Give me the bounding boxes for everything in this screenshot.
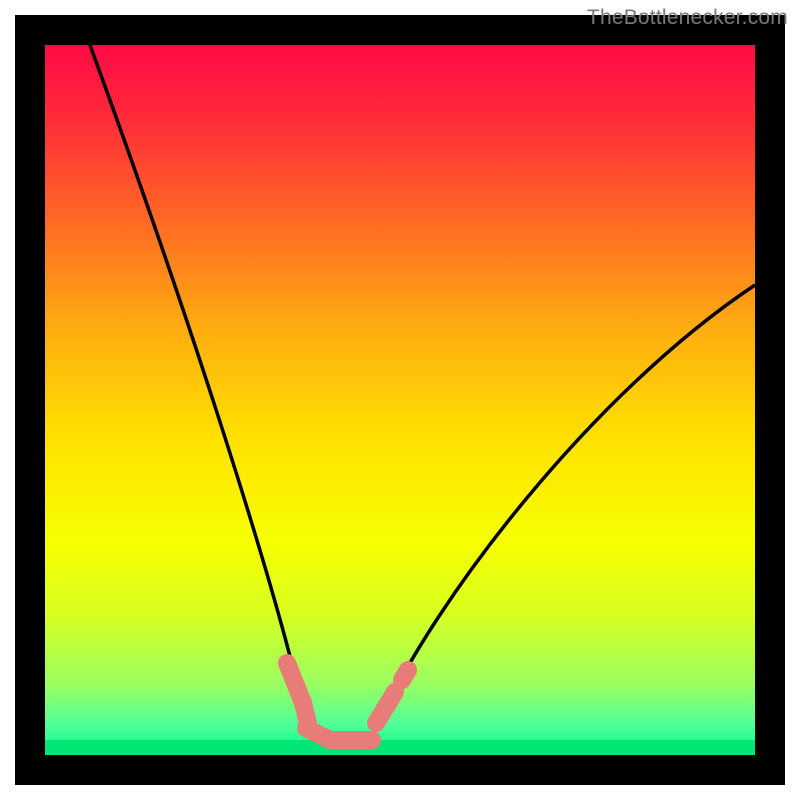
green-band [45,740,755,755]
chart-stage: TheBottlenecker.com [0,0,800,800]
marker-segment [402,670,408,680]
bottleneck-chart-svg [0,0,800,800]
watermark-text: TheBottlenecker.com [587,6,788,30]
marker-dot [370,723,380,733]
marker-dot [395,680,405,690]
marker-dot [298,703,308,713]
gradient-background [45,45,755,755]
